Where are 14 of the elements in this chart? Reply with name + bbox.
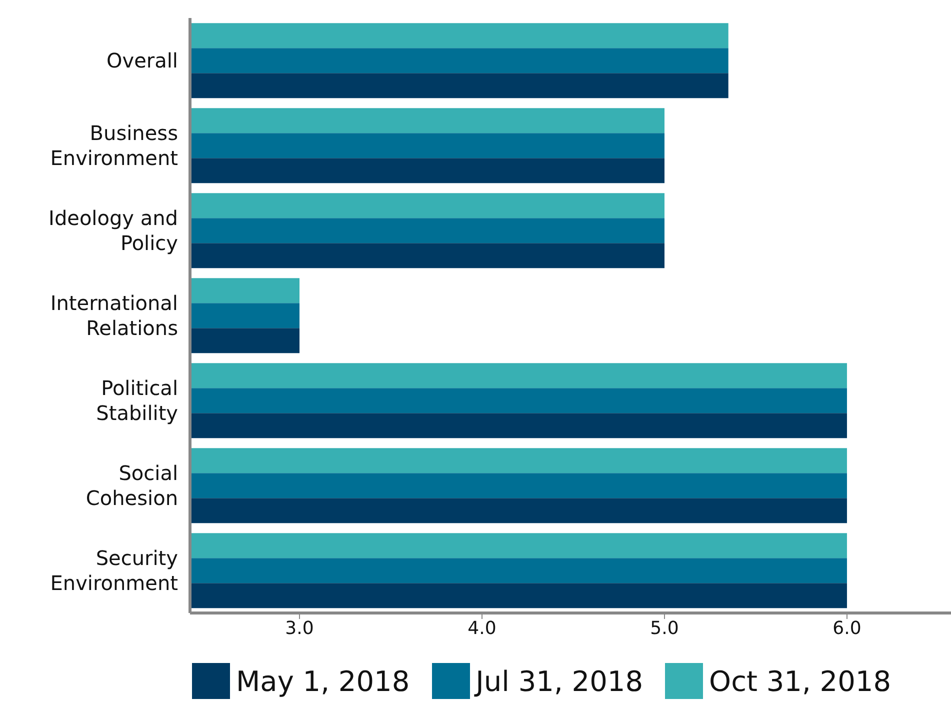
legend-label: May 1, 2018 bbox=[236, 664, 410, 698]
legend-label: Jul 31, 2018 bbox=[476, 664, 644, 698]
y-tick-label: Security Environment bbox=[50, 546, 178, 595]
y-tick-label: Social Cohesion bbox=[86, 461, 178, 510]
x-tick-label: 5.0 bbox=[650, 618, 679, 639]
x-tick-label: 3.0 bbox=[285, 618, 314, 639]
y-tick-label: Overall bbox=[106, 48, 178, 72]
y-tick-label: Political Stability bbox=[96, 376, 178, 425]
x-tick-label: 4.0 bbox=[468, 618, 496, 639]
y-tick-label: Business Environment bbox=[50, 121, 178, 170]
y-tick-label: Ideology and Policy bbox=[48, 206, 178, 255]
x-tick-label: 6.0 bbox=[832, 618, 862, 639]
legend-label: Oct 31, 2018 bbox=[709, 664, 892, 698]
y-tick-label: International Relations bbox=[50, 291, 178, 340]
